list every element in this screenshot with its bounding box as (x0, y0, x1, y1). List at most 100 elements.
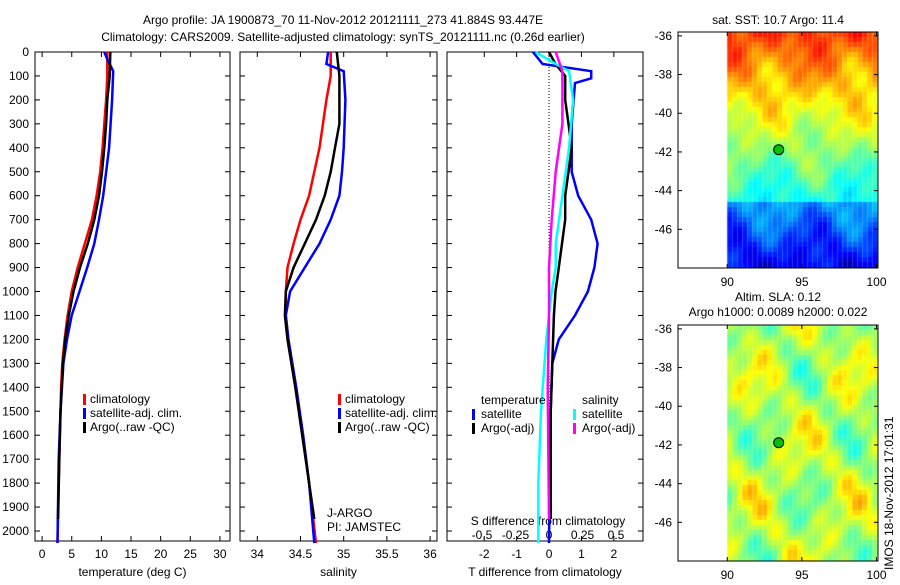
y-tick-label: 1800 (2, 476, 29, 490)
profile-line-argo-raw-qc- (56, 51, 112, 520)
y-tick-label: 1700 (2, 452, 29, 466)
map-y-tick-label: -40 (655, 106, 673, 120)
map-y-tick-label: -36 (655, 29, 673, 43)
x-tick-label: 25 (184, 547, 198, 561)
legend-swatch (338, 408, 341, 419)
legend-swatch (83, 408, 86, 419)
imos-timestamp: IMOS 18-Nov-2012 17:01:31 (882, 416, 896, 570)
x-tick-label: -2 (479, 547, 490, 561)
x-tick-label: -1 (511, 547, 522, 561)
profile-line-argo-raw-qc- (283, 51, 341, 520)
profile-line-t-argo-adj- (547, 51, 573, 519)
profile-line-s-satellite (534, 50, 575, 543)
x2-axis-label: S difference from climatology (471, 514, 626, 528)
x-tick-label: 30 (213, 547, 227, 561)
profile-line-t-satellite (531, 51, 599, 544)
y-tick-label: 2000 (2, 524, 29, 538)
profile-line-s-argo-adj- (546, 51, 564, 520)
x-axis-label: T difference from climatology (468, 565, 622, 579)
map-x-tick-label: 95 (795, 275, 809, 289)
sla-map-title: Argo h1000: 0.0089 h2000: 0.022 (689, 305, 868, 319)
y-tick-label: 900 (9, 261, 29, 275)
x2-tick-label: -0.5 (472, 528, 493, 542)
x2-tick-label: -0.25 (502, 528, 530, 542)
legend-title: temperature (481, 393, 546, 407)
y-tick-label: 1200 (2, 332, 29, 346)
legend-swatch (338, 394, 341, 405)
legend-label: Argo(-adj) (481, 421, 534, 435)
legend-label: Argo(..raw -QC) (345, 420, 430, 434)
argo-location-marker (773, 144, 785, 156)
y-tick-label: 300 (9, 117, 29, 131)
y-tick-label: 1600 (2, 428, 29, 442)
map-y-tick-label: -42 (655, 145, 673, 159)
x-tick-label: 5 (68, 547, 75, 561)
map-frame (677, 31, 879, 269)
map-y-tick-label: -46 (655, 222, 673, 236)
x-tick-label: 34.5 (289, 547, 313, 561)
x-tick-label: 34 (251, 547, 265, 561)
map-x-tick-label: 100 (866, 568, 886, 580)
legend-label: climatology (90, 392, 150, 406)
legend-label: Argo(-adj) (582, 421, 635, 435)
y-tick-label: 200 (9, 93, 29, 107)
legend-swatch (573, 409, 576, 420)
title-line-2: Climatology: CARS2009. Satellite-adjuste… (101, 30, 585, 44)
profile-line-climatology (56, 52, 109, 544)
map-y-tick-label: -46 (655, 515, 673, 529)
y-tick-label: 100 (9, 69, 29, 83)
x-tick-label: 2 (610, 547, 617, 561)
x-tick-label: 35.5 (375, 547, 399, 561)
map-y-tick-label: -36 (655, 322, 673, 336)
y-tick-label: 500 (9, 165, 29, 179)
legend-label: Argo(..raw -QC) (90, 420, 175, 434)
x-tick-label: 0 (39, 547, 46, 561)
map-x-tick-label: 90 (721, 275, 735, 289)
legend-label: satellite-adj. clim. (345, 406, 437, 420)
y-tick-label: 1000 (2, 285, 29, 299)
y-tick-label: 800 (9, 237, 29, 251)
map-y-tick-label: -42 (655, 438, 673, 452)
x2-tick-label: 0.5 (608, 528, 625, 542)
y-tick-label: 1100 (3, 308, 29, 322)
x-tick-label: 35 (337, 547, 351, 561)
sst-map-title: sat. SST: 10.7 Argo: 11.4 (712, 13, 844, 27)
legend-swatch (83, 422, 86, 433)
x-axis-label: temperature (deg C) (78, 565, 186, 579)
map-y-tick-label: -40 (655, 399, 673, 413)
x-tick-label: 1 (578, 547, 585, 561)
x-tick-label: 20 (154, 547, 168, 561)
y-tick-label: 1300 (2, 356, 29, 370)
map-y-tick-label: -38 (655, 361, 673, 375)
y-tick-label: 1400 (2, 380, 29, 394)
legend-label: satellite-adj. clim. (90, 406, 182, 420)
x-axis-label: salinity (320, 565, 357, 579)
map-y-tick-label: -44 (655, 184, 673, 198)
legend-label: satellite (481, 407, 522, 421)
y-tick-label: 400 (9, 141, 29, 155)
map-x-tick-label: 100 (866, 275, 886, 289)
map-x-tick-label: 95 (795, 568, 809, 580)
x-tick-label: 15 (124, 547, 138, 561)
y-tick-label: 0 (22, 45, 29, 59)
legend-swatch (573, 423, 576, 434)
map-x-tick-label: 90 (721, 568, 735, 580)
title-line-1: Argo profile: JA 1900873_70 11-Nov-2012 … (143, 13, 543, 27)
axes-frame-salinity (239, 51, 438, 542)
sla-map-title: Altim. SLA: 0.12 (735, 290, 821, 304)
y-tick-label: 700 (9, 213, 29, 227)
legend-title: salinity (582, 393, 619, 407)
legend-swatch (83, 394, 86, 405)
axes-frame-difference (446, 51, 644, 542)
legend-swatch (338, 422, 341, 433)
map-frame (677, 324, 879, 562)
profile-line-satellite-adj-clim- (284, 51, 347, 544)
argo-location-marker (773, 437, 785, 449)
legend-label: satellite (582, 407, 623, 421)
annotation-line: PI: JAMSTEC (327, 520, 401, 534)
x-tick-label: 10 (95, 547, 109, 561)
y-tick-label: 1500 (2, 404, 29, 418)
legend-swatch (472, 423, 475, 434)
annotation-line: J-ARGO (327, 506, 372, 520)
